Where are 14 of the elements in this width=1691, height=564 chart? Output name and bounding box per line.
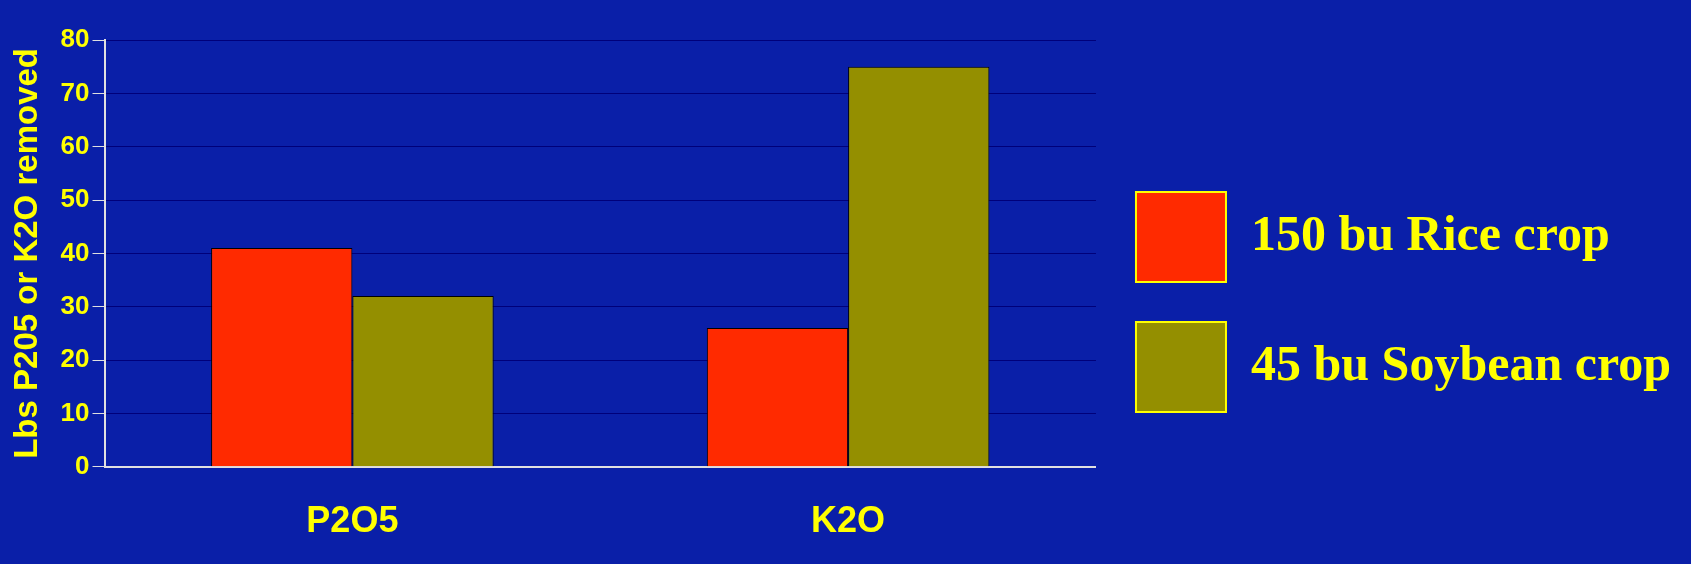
y-tick-label: 20 (60, 343, 90, 374)
x-tick-label: P2O5 (306, 499, 399, 541)
x-tick-label: K2O (811, 499, 886, 541)
y-tick-label: 50 (60, 183, 90, 214)
y-tick-label: 10 (60, 396, 90, 427)
y-tick-label: 60 (60, 129, 90, 160)
y-tick-label: 0 (75, 449, 90, 480)
legend-label: 150 bu Rice crop (1250, 204, 1610, 261)
y-tick-label: 30 (60, 289, 90, 320)
y-axis-title: Lbs P205 or K2O removed (6, 47, 44, 459)
y-tick-label: 80 (60, 23, 90, 54)
legend-label: 45 bu Soybean crop (1250, 334, 1672, 391)
y-tick-label: 70 (60, 76, 90, 107)
y-tick-label: 40 (60, 236, 90, 267)
